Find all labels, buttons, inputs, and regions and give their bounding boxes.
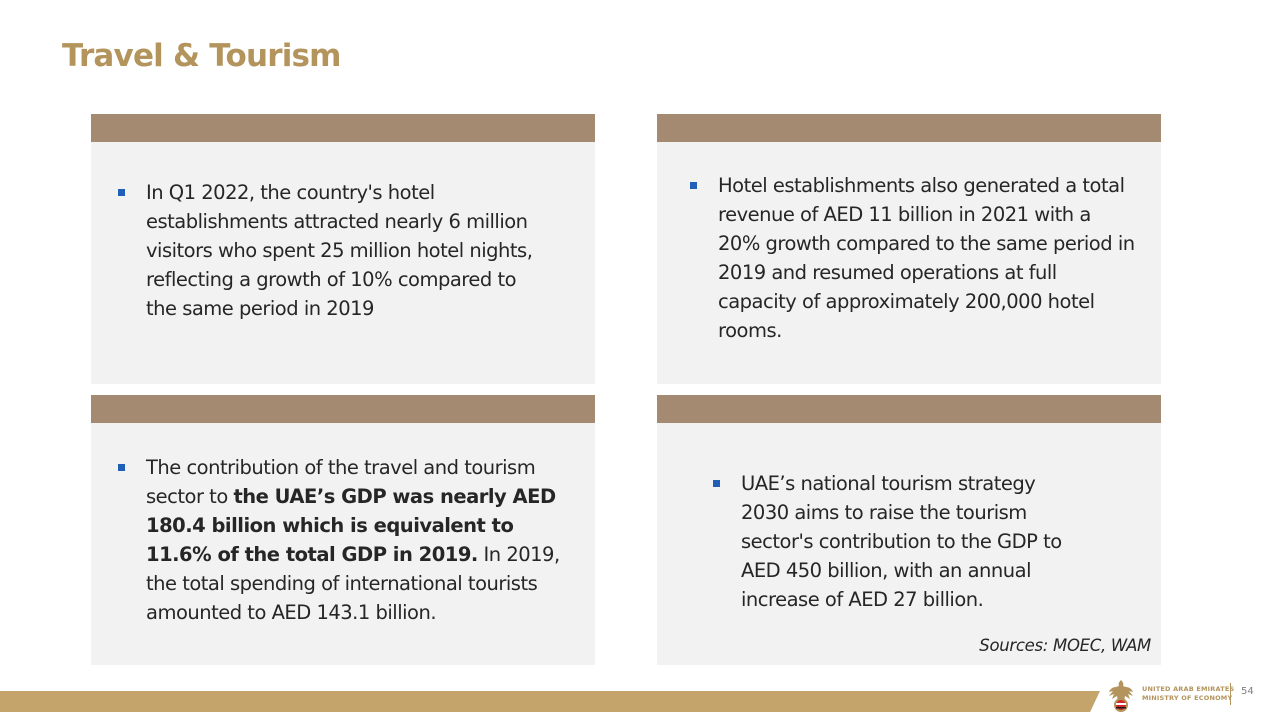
card-text: In Q1 2022, the country's hotel establis… xyxy=(146,181,533,320)
bullet-item: Hotel establishments also generated a to… xyxy=(690,171,1135,345)
bullet-square-icon xyxy=(713,480,720,487)
footer-bar xyxy=(0,691,1100,712)
card-text-bold: the UAE’s GDP was nearly AED 180.4 billi… xyxy=(146,485,556,566)
ministry-line: MINISTRY OF ECONOMY xyxy=(1142,694,1233,702)
card-header-bar xyxy=(91,114,595,142)
bullet-square-icon xyxy=(690,182,697,189)
page-number: 54 xyxy=(1241,686,1254,697)
bullet-item: The contribution of the travel and touri… xyxy=(118,453,563,627)
card-text: The contribution of the travel and touri… xyxy=(146,453,563,627)
card-header-bar xyxy=(91,395,595,423)
bullet-square-icon xyxy=(118,189,125,196)
card-header-bar xyxy=(657,395,1161,423)
info-card-hotel-visitors: In Q1 2022, the country's hotel establis… xyxy=(91,114,595,384)
info-card-tourism-strategy: UAE’s national tourism strategy 2030 aim… xyxy=(657,395,1161,665)
ministry-name: UNITED ARAB EMIRATES MINISTRY OF ECONOMY xyxy=(1142,685,1234,703)
card-header-bar xyxy=(657,114,1161,142)
page-title: Travel & Tourism xyxy=(62,38,342,74)
sources-note: Sources: MOEC, WAM xyxy=(979,636,1151,655)
card-text: Hotel establishments also generated a to… xyxy=(718,174,1135,342)
bullet-item: In Q1 2022, the country's hotel establis… xyxy=(118,178,538,323)
bullet-item: UAE’s national tourism strategy 2030 aim… xyxy=(713,469,1083,614)
ministry-line: UNITED ARAB EMIRATES xyxy=(1142,685,1235,693)
info-card-hotel-revenue: Hotel establishments also generated a to… xyxy=(657,114,1161,384)
card-text-part: In 2019, the total spending of internati… xyxy=(146,543,560,624)
card-text: UAE’s national tourism strategy 2030 aim… xyxy=(741,472,1062,611)
bullet-square-icon xyxy=(118,464,125,471)
info-card-gdp-contribution: The contribution of the travel and touri… xyxy=(91,395,595,665)
falcon-emblem-icon xyxy=(1109,680,1133,712)
footer-divider xyxy=(1230,683,1231,705)
card-text-part: The contribution of the travel and touri… xyxy=(146,456,536,508)
